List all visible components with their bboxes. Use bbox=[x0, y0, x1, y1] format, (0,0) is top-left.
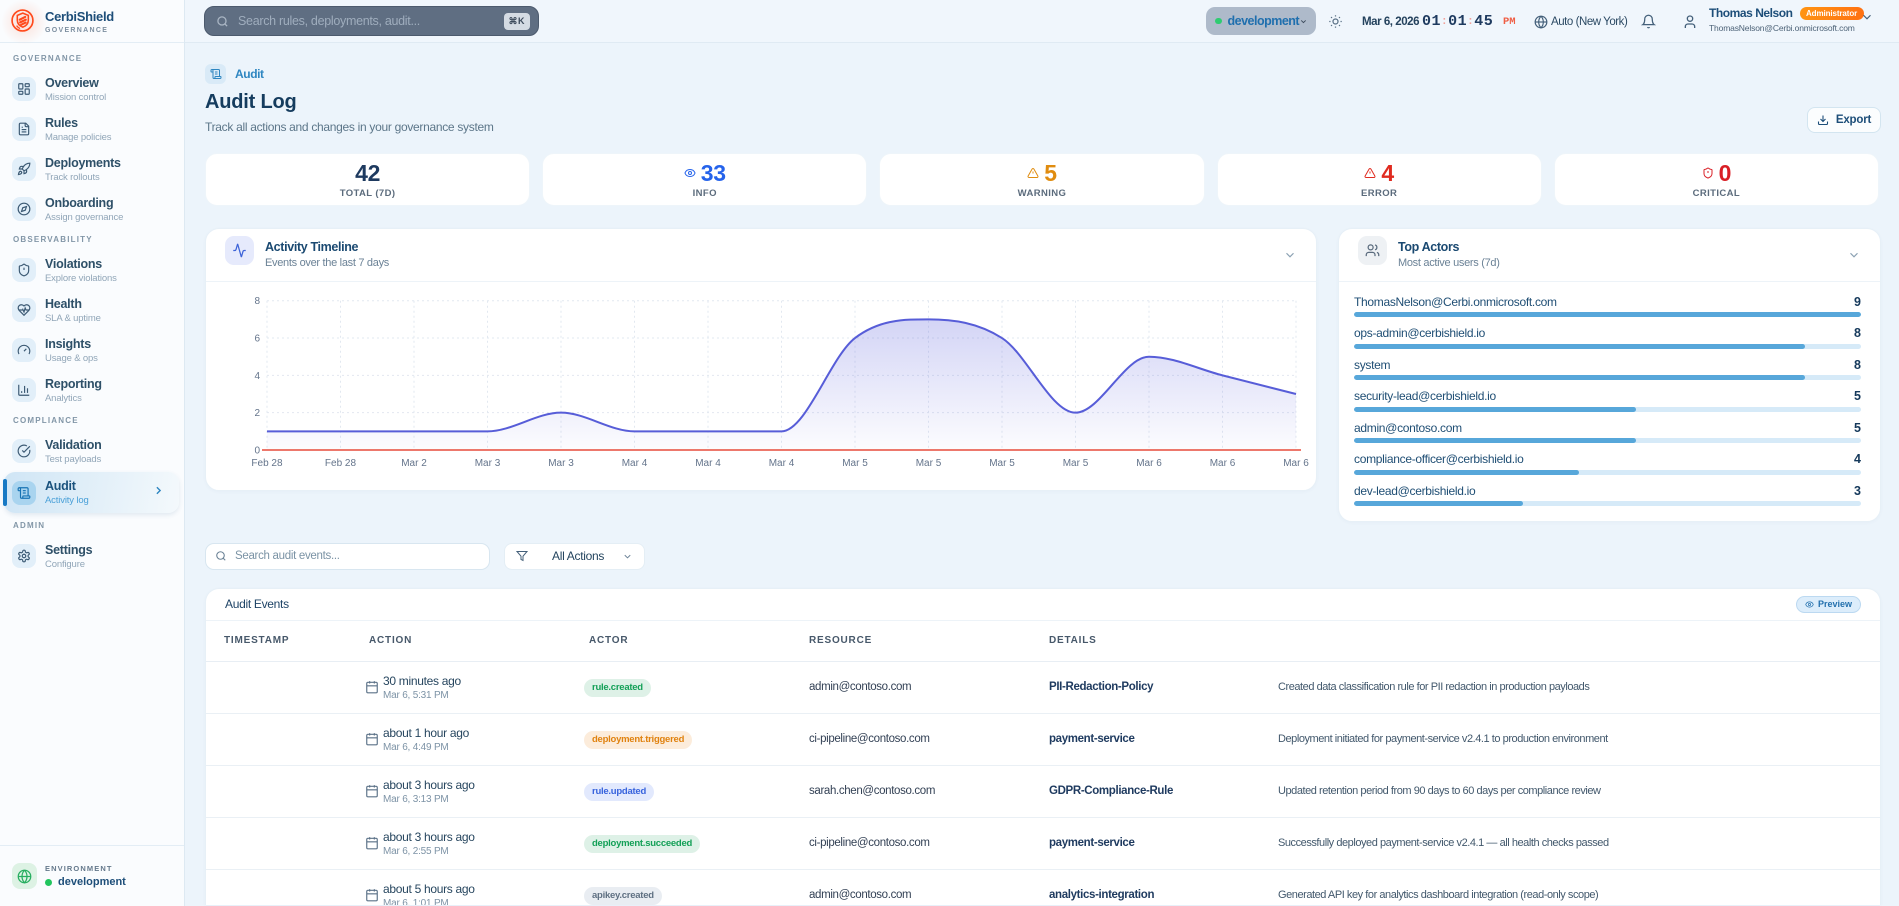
svg-text:Feb 28: Feb 28 bbox=[325, 458, 357, 469]
svg-text:Mar 4: Mar 4 bbox=[695, 458, 721, 469]
svg-text:Feb 28: Feb 28 bbox=[251, 458, 283, 469]
svg-text:Mar 6: Mar 6 bbox=[1136, 458, 1162, 469]
svg-text:8: 8 bbox=[254, 296, 260, 307]
svg-text:Mar 5: Mar 5 bbox=[989, 458, 1015, 469]
svg-text:Mar 5: Mar 5 bbox=[1063, 458, 1089, 469]
svg-text:Mar 6: Mar 6 bbox=[1283, 458, 1309, 469]
svg-text:Mar 4: Mar 4 bbox=[622, 458, 648, 469]
svg-text:6: 6 bbox=[254, 333, 260, 344]
svg-text:Mar 6: Mar 6 bbox=[1210, 458, 1236, 469]
svg-text:Mar 4: Mar 4 bbox=[769, 458, 795, 469]
svg-text:4: 4 bbox=[254, 370, 260, 381]
svg-text:Mar 3: Mar 3 bbox=[548, 458, 574, 469]
svg-text:Mar 5: Mar 5 bbox=[916, 458, 942, 469]
svg-text:0: 0 bbox=[254, 445, 260, 456]
svg-text:Mar 2: Mar 2 bbox=[401, 458, 427, 469]
svg-text:Mar 5: Mar 5 bbox=[842, 458, 868, 469]
svg-text:Mar 3: Mar 3 bbox=[475, 458, 501, 469]
svg-text:2: 2 bbox=[254, 408, 260, 419]
